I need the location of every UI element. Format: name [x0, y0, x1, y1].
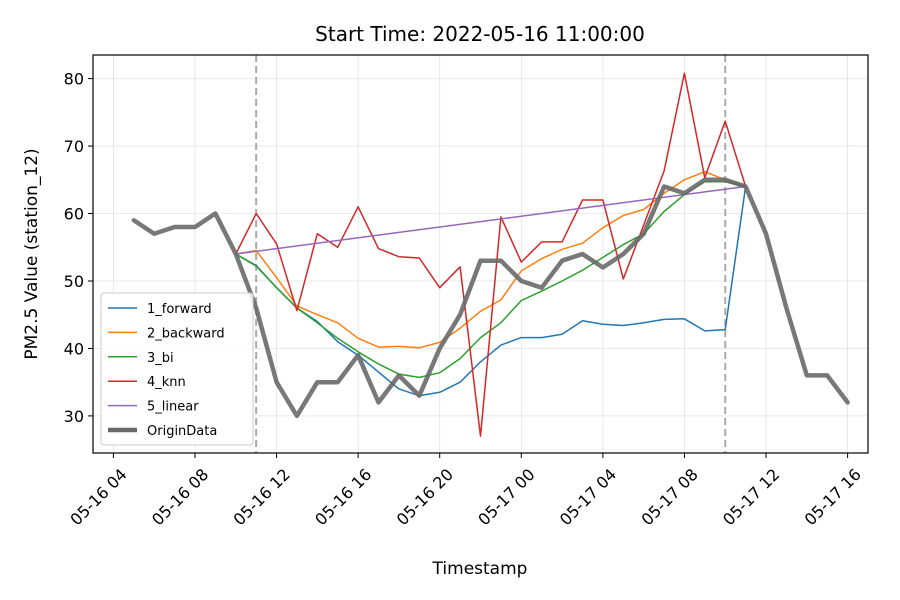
- y-tick-label: 30: [64, 407, 84, 426]
- legend-label: 2_backward: [147, 326, 225, 341]
- grid-lines: [93, 55, 868, 453]
- legend-label: 3_bi: [147, 351, 174, 366]
- chart-title: Start Time: 2022-05-16 11:00:00: [315, 22, 645, 46]
- x-axis-title: Timestamp: [432, 559, 528, 579]
- plot-frame: [92, 54, 869, 454]
- legend-label: 4_knn: [147, 375, 186, 390]
- legend-label: 5_linear: [147, 400, 199, 415]
- y-tick-label: 50: [64, 272, 84, 291]
- y-tick-label: 80: [64, 70, 84, 89]
- y-tick-label: 70: [64, 137, 84, 156]
- legend-box: [100, 292, 254, 446]
- y-tick-label: 40: [64, 339, 84, 358]
- y-axis-title: PM2.5 Value (station_12): [22, 148, 42, 359]
- series-line-4_knn: [235, 72, 747, 437]
- legend: 1_forward 2_backward 3_bi 4_knn 5_linear Orig…: [100, 292, 254, 446]
- legend-label: 1_forward: [147, 302, 212, 317]
- y-tick-label: 60: [64, 205, 84, 224]
- legend-label: OriginData: [147, 424, 217, 439]
- y-axis-ticks: 30 40 50 60 70 80: [64, 70, 93, 426]
